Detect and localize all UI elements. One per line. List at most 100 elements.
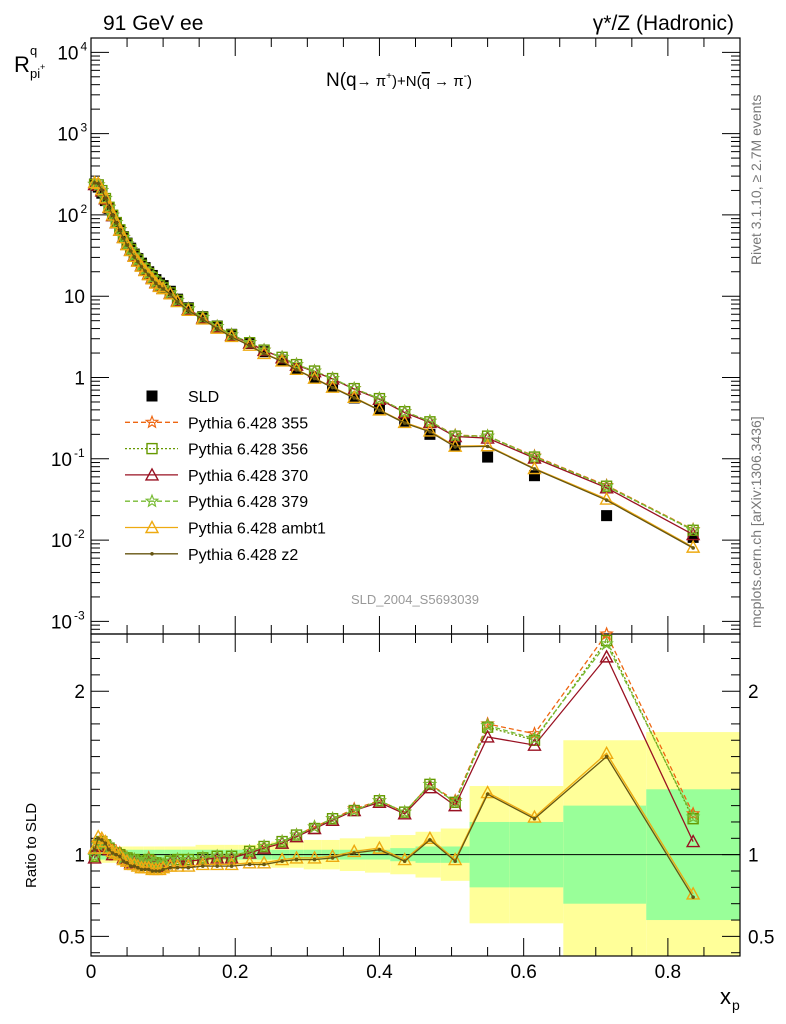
ratio-data-point <box>195 857 210 871</box>
main-data-point <box>121 236 126 240</box>
ratio-tick-label: 2 <box>74 682 85 703</box>
ratio-data-point <box>289 827 304 842</box>
ratio-data-point <box>274 833 290 848</box>
ratio-data-point <box>118 854 122 859</box>
legend-marker <box>146 442 158 455</box>
header-left: 91 GeV ee <box>103 12 203 35</box>
legend-item-pythia-6-428-ambt1: Pythia 6.428 ambt1 <box>125 520 326 538</box>
legend-marker <box>144 414 160 429</box>
ratio-data-point <box>256 838 272 853</box>
main-data-point <box>112 222 128 236</box>
main-data-point <box>114 220 119 225</box>
main-data-point <box>601 510 613 522</box>
main-data-point <box>163 286 178 300</box>
main-data-point <box>168 292 173 296</box>
ratio-data-point <box>480 785 495 799</box>
ratio-series-pythia-6-428-z2 <box>92 754 695 899</box>
x-axis-label: x p <box>720 984 740 1013</box>
ratio-data-point <box>685 834 701 848</box>
ratio-y-ticks: 0.5 0.5 1 1 2 2 <box>59 641 774 954</box>
ratio-data-point <box>274 852 290 866</box>
ratio-data-point <box>262 862 266 867</box>
main-data-point <box>136 260 140 264</box>
ratio-data-point <box>377 847 382 852</box>
main-data-point <box>604 498 609 502</box>
main-data-point <box>150 277 155 281</box>
uncertainty-bands <box>91 732 740 956</box>
ratio-data-point <box>307 850 322 864</box>
ratio-data-point <box>480 717 495 732</box>
main-data-point <box>262 351 266 356</box>
ratio-data-point <box>146 867 151 872</box>
legend-label: Pythia 6.428 ambt1 <box>188 521 326 538</box>
ratio-data-point <box>372 793 387 807</box>
ratio-y-label: Ratio to SLD <box>23 803 40 888</box>
legend-marker <box>146 390 158 402</box>
ratio-data-point <box>96 836 101 841</box>
main-y-label-main: R <box>14 52 30 77</box>
ratio-data-point <box>210 857 225 871</box>
y-tick-label: 10 <box>51 450 72 471</box>
legend-label: SLD <box>188 389 219 406</box>
main-data-point <box>485 444 490 449</box>
legend-item-pythia-6-428-z2: Pythia 6.428 z2 <box>125 547 298 564</box>
ratio-data-point <box>346 802 362 817</box>
main-data-point <box>143 269 147 273</box>
ratio-data-point <box>110 851 115 855</box>
main-data-point <box>289 356 304 371</box>
ratio-data-point <box>527 730 542 745</box>
main-data-point <box>449 439 461 451</box>
ratio-data-point <box>453 859 457 863</box>
ratio-data-point <box>92 847 97 852</box>
main-plot-title: N(q→ π+)+N(q → π-) <box>326 70 472 91</box>
y-tick-exponent: 2 <box>81 202 88 216</box>
ratio-data-point <box>175 865 180 870</box>
ratio-tick-label: 0.5 <box>748 927 774 948</box>
legend-label: Pythia 6.428 355 <box>188 415 308 432</box>
y-tick-exponent: -2 <box>74 527 85 541</box>
y-tick-label: 10 <box>57 125 78 146</box>
title-part-4: )+N( <box>392 73 422 90</box>
y-tick-label: 10 <box>51 531 72 552</box>
rivet-label: Rivet 3.1.10, ≥ 2.7M events <box>748 95 764 265</box>
main-data-point <box>377 408 382 413</box>
main-data-point <box>107 205 111 210</box>
main-data-point <box>116 230 131 244</box>
main-data-point <box>247 343 252 348</box>
main-data-point <box>139 265 144 269</box>
title-part-6: → π <box>430 73 464 90</box>
ratio-data-point <box>397 804 412 819</box>
main-data-point <box>92 181 97 185</box>
ratio-data-point <box>256 855 272 869</box>
ratio-data-point <box>352 851 357 855</box>
main-data-point <box>527 449 542 463</box>
y-tick-label: 1 <box>74 369 85 390</box>
ratio-data-point <box>600 634 613 647</box>
main-data-point <box>152 278 167 293</box>
main-data-point <box>352 396 357 400</box>
ratio-data-point <box>107 847 111 852</box>
main-data-point <box>157 284 162 289</box>
main-data-point <box>161 287 165 291</box>
ratio-data-point <box>161 867 165 872</box>
ratio-data-point <box>330 856 335 860</box>
main-data-point <box>229 335 234 339</box>
main-data-point <box>532 467 537 471</box>
title-part-3: + <box>386 71 392 82</box>
main-data-point <box>108 214 124 229</box>
main-data-point <box>125 243 129 247</box>
main-data-point <box>402 421 407 425</box>
main-y-label-sub: pi <box>30 66 40 81</box>
main-data-point <box>399 415 411 427</box>
title-part-7: - <box>464 71 467 82</box>
ratio-data-point <box>181 858 196 872</box>
header-right: γ*/Z (Hadronic) <box>593 12 734 35</box>
ratio-data-point <box>121 859 126 863</box>
ratio-tick-label: 1 <box>74 846 85 867</box>
ratio-data-point <box>242 855 257 869</box>
main-series-line <box>94 183 694 531</box>
ratio-data-point <box>229 864 234 868</box>
ratio-data-point <box>195 850 211 865</box>
ratio-data-point <box>325 848 340 862</box>
